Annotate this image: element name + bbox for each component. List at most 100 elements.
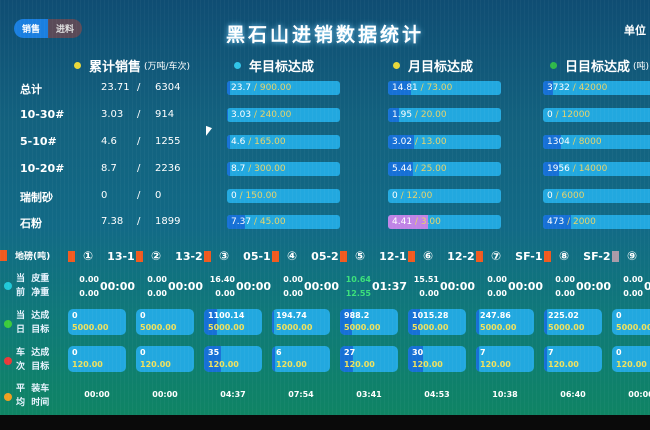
avg-loading-time: 03:41: [356, 390, 382, 399]
target-text: 7.37 / 45.00: [227, 217, 286, 227]
cumulative-trips: 1255: [155, 136, 181, 147]
cumulative-tons: 0: [101, 190, 108, 201]
trips-target: 120.00: [72, 360, 103, 369]
trips-target-cell: 30 120.00: [408, 346, 466, 372]
target-value: 12000: [561, 110, 591, 120]
current-value: 1.95: [392, 110, 413, 120]
daily-target-cell: 0 5000.00: [68, 309, 126, 335]
cumulative-trips: 0: [155, 190, 162, 201]
daily-target-cell: 0 5000.00: [612, 309, 650, 335]
progress-fill: [227, 135, 231, 149]
target-value: 20.00: [420, 110, 447, 120]
cumulative-tons: 23.71: [101, 82, 130, 93]
progress-fill: [408, 309, 420, 335]
current-value: 5.44: [392, 164, 413, 174]
progress-fill: [543, 215, 571, 229]
mode-toggle: 销售 进料: [14, 19, 83, 38]
target-text: 8.7 / 300.00: [227, 164, 286, 174]
progress-fill: [543, 135, 562, 149]
trips-achieved: 30: [412, 348, 424, 357]
tare-weight: 0.00: [79, 275, 99, 284]
day-target-bar: 0 / 12000: [543, 108, 650, 122]
tab-intake[interactable]: 进料: [48, 19, 83, 38]
tare-weight: 0.00: [283, 275, 303, 284]
product-name: 石粉: [20, 217, 42, 230]
cumulative-trips: 914: [155, 109, 175, 120]
station-header: ⑦ SF-1: [476, 249, 543, 263]
year-target-bar: 7.37 / 45.00: [227, 215, 340, 229]
target-text: 14.81 / 73.00: [388, 83, 452, 93]
status-square-icon: [68, 250, 75, 262]
station-name: 13-2: [175, 249, 203, 263]
daily-target: 5000.00: [548, 323, 585, 332]
progress-fill: [272, 346, 275, 372]
daily-target: 5000.00: [276, 323, 313, 332]
status-square-icon: [612, 250, 619, 262]
current-value: 1304: [547, 137, 570, 147]
trips-target-cell: 35 120.00: [204, 346, 262, 372]
trips-achieved: 27: [344, 348, 356, 357]
year-target-bar: 8.7 / 300.00: [227, 162, 340, 176]
trips-target: 120.00: [208, 360, 239, 369]
target-value: 25.00: [420, 164, 447, 174]
daily-target: 5000.00: [616, 323, 650, 332]
daily-target-cell: 1100.14 5000.00: [204, 309, 262, 335]
trips-achieved: 0: [140, 348, 146, 357]
daily-target: 5000.00: [344, 323, 381, 332]
target-value: 42000: [578, 83, 608, 93]
net-weight: 12.55: [345, 289, 371, 298]
daily-target: 5000.00: [72, 323, 109, 332]
station-name: 05-1: [243, 249, 271, 263]
trips-target: 120.00: [480, 360, 511, 369]
section-label: 年目标达成: [249, 60, 315, 75]
separator: /: [400, 191, 404, 201]
daily-target: 5000.00: [140, 323, 177, 332]
separator: /: [414, 110, 418, 120]
daily-target-cell: 0 5000.00: [136, 309, 194, 335]
red-dot-icon: [4, 357, 12, 365]
separator: /: [253, 83, 257, 93]
tab-sales[interactable]: 销售: [14, 19, 49, 38]
trips-achieved: 35: [208, 348, 220, 357]
section-label: 月目标达成: [408, 60, 474, 75]
separator: /: [572, 83, 576, 93]
separator: /: [572, 137, 576, 147]
section-unit: (万吨/车次): [144, 62, 191, 72]
target-text: 1304 / 8000: [543, 137, 602, 147]
trips-target: 120.00: [344, 360, 375, 369]
target-value: 14000: [578, 164, 608, 174]
target-text: 3732 / 42000: [543, 83, 607, 93]
daily-achieved: 194.74: [276, 311, 307, 320]
day-target-bar: 0 / 6000: [543, 189, 650, 203]
daily-target-cell: 194.74 5000.00: [272, 309, 330, 335]
station-number: ⑨: [627, 249, 638, 263]
avg-loading-time: 00:00: [152, 390, 178, 399]
weigh-time: 00:00: [304, 280, 340, 293]
weigh-time: 00:00: [236, 280, 272, 293]
cumulative-trips: 2236: [155, 163, 181, 174]
cumulative-tons: 4.6: [101, 136, 117, 147]
trips-target-cell: 0 120.00: [68, 346, 126, 372]
target-text: 5.44 / 25.00: [388, 164, 447, 174]
stations-header: 地磅(吨): [0, 249, 50, 262]
trips-target-cell: 6 120.00: [272, 346, 330, 372]
separator: /: [414, 137, 418, 147]
progress-fill: [272, 309, 275, 335]
station-header: ② 13-2: [136, 249, 203, 263]
progress-fill: [388, 108, 400, 122]
station-number: ⑧: [559, 249, 570, 263]
station-header: ⑨J: [612, 249, 650, 263]
yellow-dot-icon: [393, 62, 400, 69]
net-weight: 0.00: [215, 289, 235, 298]
current-value: 0: [392, 191, 398, 201]
current-value: 1956: [547, 164, 570, 174]
station-name: SF-1: [515, 249, 543, 263]
current-value: 0: [547, 191, 553, 201]
station-name: 12-2: [447, 249, 475, 263]
current-value: 3.02: [392, 137, 413, 147]
progress-fill: [543, 162, 560, 176]
avg-loading-time: 06:40: [560, 390, 586, 399]
trips-target-cell: 0 120.00: [612, 346, 650, 372]
current-value: 14.81: [392, 83, 418, 93]
separator: /: [414, 217, 418, 227]
